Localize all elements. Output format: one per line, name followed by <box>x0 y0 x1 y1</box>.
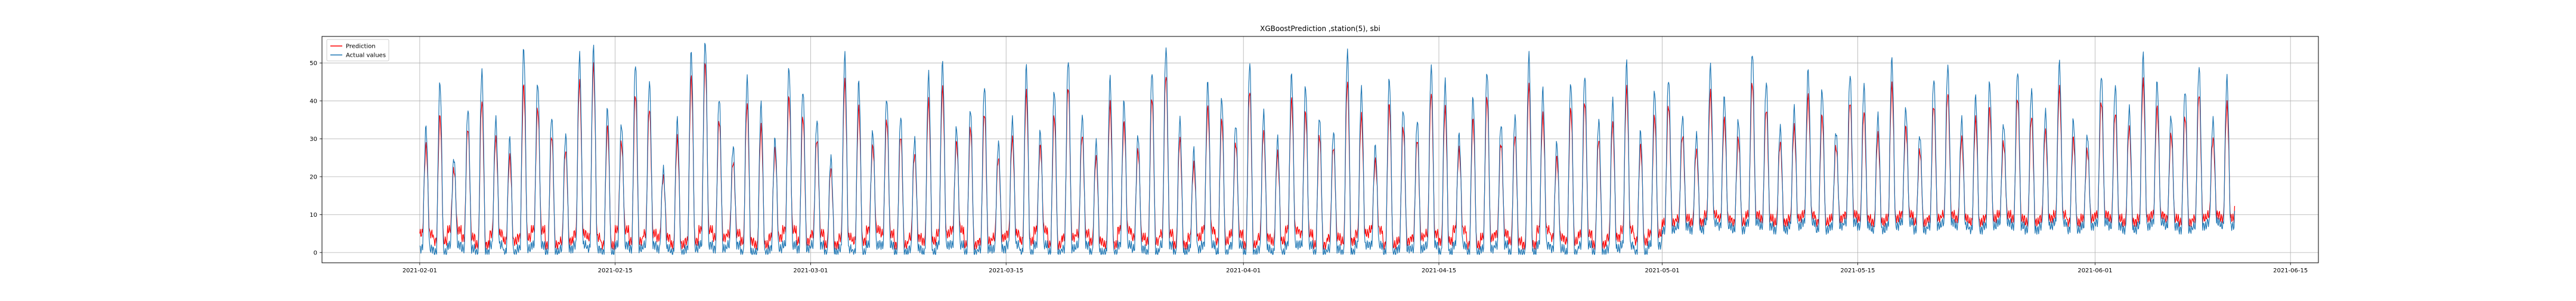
x-tick-label: 2021-02-15 <box>598 268 633 274</box>
axes-frame <box>321 36 2319 263</box>
legend-box <box>326 39 389 62</box>
y-tick-label: 0 <box>314 250 317 256</box>
y-tick-label: 50 <box>309 60 317 67</box>
x-tick-label: 2021-03-01 <box>793 268 828 274</box>
x-tick-label: 2021-02-01 <box>402 268 437 274</box>
series-line-1 <box>419 42 2236 255</box>
y-tick-label: 40 <box>309 98 317 105</box>
x-tick-label: 2021-05-01 <box>1645 268 1680 274</box>
series-layer <box>419 42 2236 255</box>
x-tick-label: 2021-05-15 <box>1840 268 1875 274</box>
grid-layer <box>322 36 2318 263</box>
x-tick-label: 2021-04-15 <box>1422 268 1456 274</box>
y-tick-label: 20 <box>309 174 317 180</box>
chart-title: XGBoostPrediction ,station(5), sbi <box>1260 24 1380 33</box>
x-tick-label: 2021-06-15 <box>2273 268 2308 274</box>
y-tick-label: 30 <box>309 136 317 143</box>
x-tick-label: 2021-04-01 <box>1226 268 1261 274</box>
legend-label: Actual values <box>346 53 386 59</box>
legend-label: Prediction <box>346 44 376 50</box>
x-tick-label: 2021-03-15 <box>989 268 1023 274</box>
legend: Prediction Actual values <box>326 39 389 62</box>
x-tick-label: 2021-06-01 <box>2077 268 2112 274</box>
y-tick-label: 10 <box>309 212 317 219</box>
tick-layer: 2021-02-01 2021-02-15 2021-03-01 2021-03-15… <box>309 60 2308 274</box>
